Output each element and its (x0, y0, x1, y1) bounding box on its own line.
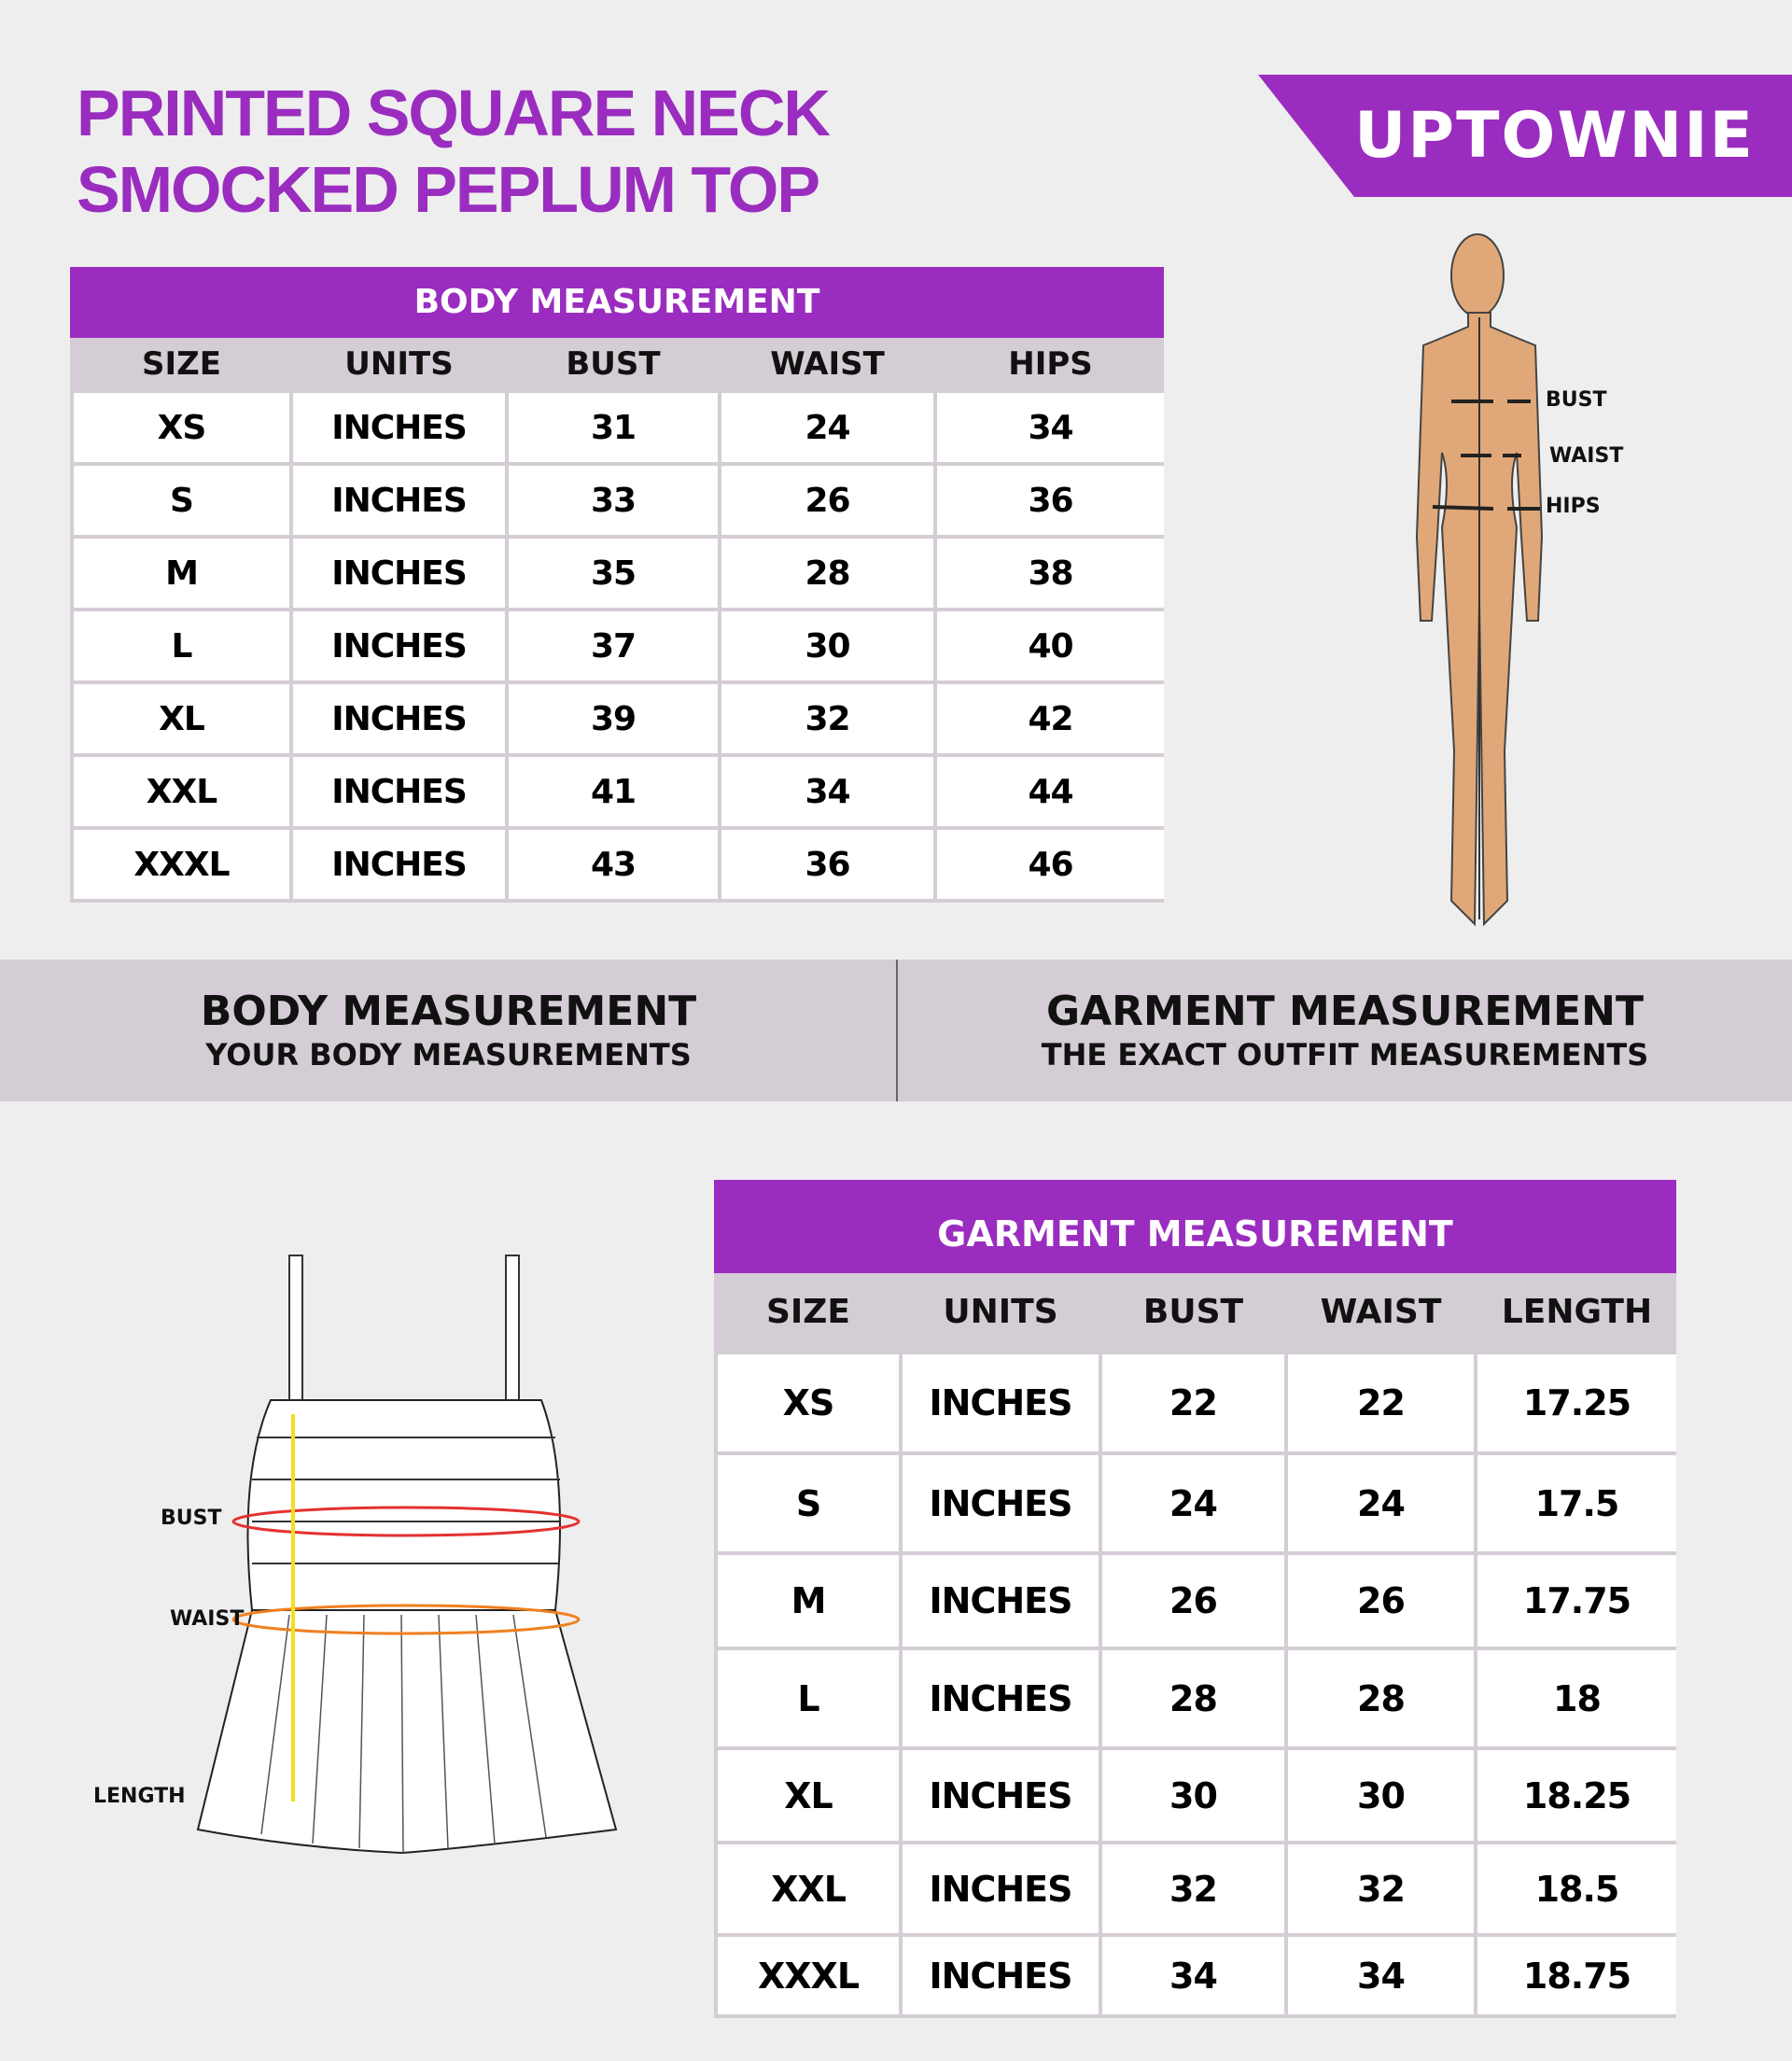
figure-label-waist: WAIST (1549, 444, 1624, 468)
table-cell-bust: 30 (1102, 1750, 1284, 1841)
band-garment: GARMENT MEASUREMENT THE EXACT OUTFIT MEA… (1041, 988, 1649, 1073)
band-body: BODY MEASUREMENT YOUR BODY MEASUREMENTS (200, 988, 697, 1073)
table-cell-size: M (718, 1555, 899, 1647)
table-cell-length: 17.25 (1477, 1354, 1676, 1451)
table-cell-units: INCHES (903, 1555, 1099, 1647)
table-cell-hips: 36 (937, 466, 1164, 535)
figure-label-hips: HIPS (1546, 495, 1601, 518)
column-header-units: UNITS (943, 1293, 1058, 1331)
table-cell-length: 17.75 (1477, 1555, 1676, 1647)
table-cell-waist: 22 (1288, 1354, 1474, 1451)
body-table-title: BODY MEASUREMENT (70, 267, 1164, 338)
table-cell-units: INCHES (903, 1650, 1099, 1746)
figure-label-bust: BUST (1546, 388, 1607, 412)
table-cell-size: XS (718, 1354, 899, 1451)
table-cell-bust: 26 (1102, 1555, 1284, 1647)
table-cell-size: XXL (74, 757, 289, 826)
table-cell-waist: 34 (721, 757, 933, 826)
table-cell-units: INCHES (903, 1844, 1099, 1933)
table-cell-units: INCHES (293, 539, 505, 608)
table-cell-hips: 46 (937, 830, 1164, 899)
table-cell-units: INCHES (903, 1937, 1099, 2014)
brand-banner: UPTOWNIE (1258, 75, 1792, 197)
column-header-length: LENGTH (1501, 1293, 1653, 1331)
table-cell-size: S (718, 1455, 899, 1551)
table-cell-units: INCHES (293, 684, 505, 753)
table-cell-units: INCHES (293, 611, 505, 680)
table-cell-length: 18.75 (1477, 1937, 1676, 2014)
table-cell-bust: 32 (1102, 1844, 1284, 1933)
garment-label-length: LENGTH (93, 1785, 186, 1808)
table-cell-length: 18.5 (1477, 1844, 1676, 1933)
table-cell-units: INCHES (903, 1750, 1099, 1841)
garment-illustration (196, 1255, 618, 1855)
table-cell-size: L (718, 1650, 899, 1746)
table-cell-waist: 30 (721, 611, 933, 680)
table-cell-waist: 28 (1288, 1650, 1474, 1746)
table-cell-units: INCHES (903, 1455, 1099, 1551)
table-cell-waist: 32 (1288, 1844, 1474, 1933)
column-header-waist: WAIST (770, 344, 885, 383)
table-cell-bust: 31 (509, 393, 718, 462)
table-cell-waist: 24 (721, 393, 933, 462)
table-cell-bust: 34 (1102, 1937, 1284, 2014)
body-figure-illustration (1415, 233, 1544, 927)
table-cell-units: INCHES (903, 1354, 1099, 1451)
table-cell-bust: 39 (509, 684, 718, 753)
table-cell-length: 18 (1477, 1650, 1676, 1746)
table-cell-waist: 24 (1288, 1455, 1474, 1551)
table-cell-length: 17.5 (1477, 1455, 1676, 1551)
table-cell-waist: 30 (1288, 1750, 1474, 1841)
brand-logo-text: UPTOWNIE (1354, 99, 1755, 173)
table-cell-hips: 40 (937, 611, 1164, 680)
table-cell-size: M (74, 539, 289, 608)
table-cell-bust: 22 (1102, 1354, 1284, 1451)
column-header-waist: WAIST (1320, 1293, 1442, 1331)
table-cell-hips: 42 (937, 684, 1164, 753)
table-cell-size: L (74, 611, 289, 680)
table-cell-waist: 34 (1288, 1937, 1474, 2014)
table-cell-size: XL (74, 684, 289, 753)
garment-measurement-table: GARMENT MEASUREMENT SIZE UNITS BUST WAIST LE… (714, 1180, 1676, 2018)
column-header-hips: HIPS (1008, 344, 1093, 383)
table-cell-bust: 37 (509, 611, 718, 680)
table-cell-waist: 28 (721, 539, 933, 608)
garment-label-waist: WAIST (170, 1607, 245, 1631)
table-cell-size: XXXL (74, 830, 289, 899)
table-cell-bust: 43 (509, 830, 718, 899)
table-cell-bust: 24 (1102, 1455, 1284, 1551)
band-divider (896, 960, 898, 1101)
table-cell-units: INCHES (293, 830, 505, 899)
garment-table-title: GARMENT MEASUREMENT (714, 1180, 1676, 1273)
garment-label-bust: BUST (161, 1507, 222, 1530)
column-header-bust: BUST (1142, 1293, 1244, 1331)
table-cell-waist: 32 (721, 684, 933, 753)
column-header-units: UNITS (344, 344, 454, 383)
section-band: BODY MEASUREMENT YOUR BODY MEASUREMENTS … (0, 960, 1792, 1101)
table-cell-units: INCHES (293, 757, 505, 826)
table-cell-hips: 44 (937, 757, 1164, 826)
column-header-size: SIZE (765, 1293, 851, 1331)
table-cell-size: XXL (718, 1844, 899, 1933)
table-cell-size: XL (718, 1750, 899, 1841)
table-cell-waist: 26 (721, 466, 933, 535)
table-cell-length: 18.25 (1477, 1750, 1676, 1841)
table-cell-size: XS (74, 393, 289, 462)
table-cell-units: INCHES (293, 393, 505, 462)
table-cell-bust: 35 (509, 539, 718, 608)
table-cell-waist: 26 (1288, 1555, 1474, 1647)
table-cell-size: S (74, 466, 289, 535)
table-cell-bust: 33 (509, 466, 718, 535)
table-cell-bust: 28 (1102, 1650, 1284, 1746)
column-header-size: SIZE (141, 344, 222, 383)
column-header-bust: BUST (566, 344, 661, 383)
table-cell-bust: 41 (509, 757, 718, 826)
table-cell-hips: 38 (937, 539, 1164, 608)
page-title: PRINTED SQUARE NECK SMOCKED PEPLUM TOP (77, 77, 831, 226)
body-measurement-table: BODY MEASUREMENT SIZE UNITS BUST WAIST HIPS X… (70, 267, 1164, 903)
table-cell-units: INCHES (293, 466, 505, 535)
table-cell-size: XXXL (718, 1937, 899, 2014)
table-cell-hips: 34 (937, 393, 1164, 462)
table-cell-waist: 36 (721, 830, 933, 899)
